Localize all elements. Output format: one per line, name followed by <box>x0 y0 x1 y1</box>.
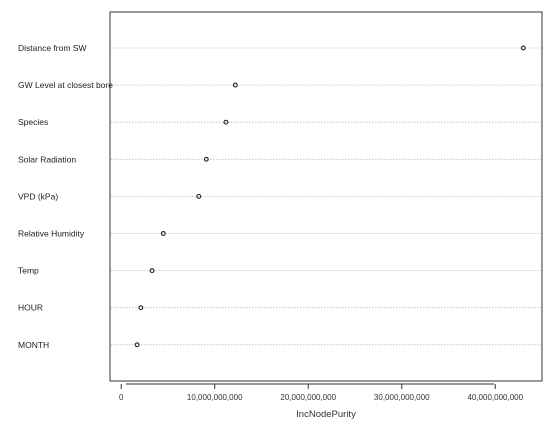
x-tick-label: 10,000,000,000 <box>187 393 243 402</box>
category-label: Distance from SW <box>18 43 87 53</box>
data-point <box>149 268 155 274</box>
category-label: MONTH <box>18 340 49 350</box>
data-point <box>223 119 229 125</box>
x-axis: 0 10,000,000,000 20,000,000,000 30,000,000,… <box>119 383 524 402</box>
category-label: Species <box>18 117 48 127</box>
category-label: VPD (kPa) <box>18 191 58 201</box>
category-label: GW Level at closest bore <box>18 80 113 90</box>
category-labels: Distance from SW GW Level at closest bore… <box>18 43 113 350</box>
data-points <box>134 45 526 348</box>
category-label: Temp <box>18 266 39 276</box>
data-point <box>520 45 526 51</box>
data-point <box>232 82 238 88</box>
category-label: Solar Radiation <box>18 154 76 164</box>
plot-frame <box>109 11 543 382</box>
data-point <box>196 193 202 199</box>
data-point <box>134 342 140 348</box>
grid-lines <box>111 47 541 346</box>
x-axis-title: IncNodePurity <box>296 409 356 420</box>
data-point <box>203 156 209 162</box>
x-tick-label: 0 <box>119 393 124 402</box>
x-tick-label: 40,000,000,000 <box>467 393 523 402</box>
category-label: Relative Humidity <box>18 229 85 239</box>
x-tick-label: 20,000,000,000 <box>280 393 336 402</box>
x-tick-label: 30,000,000,000 <box>374 393 430 402</box>
category-label: HOUR <box>18 303 43 313</box>
data-point <box>138 305 144 311</box>
data-point <box>160 231 166 236</box>
